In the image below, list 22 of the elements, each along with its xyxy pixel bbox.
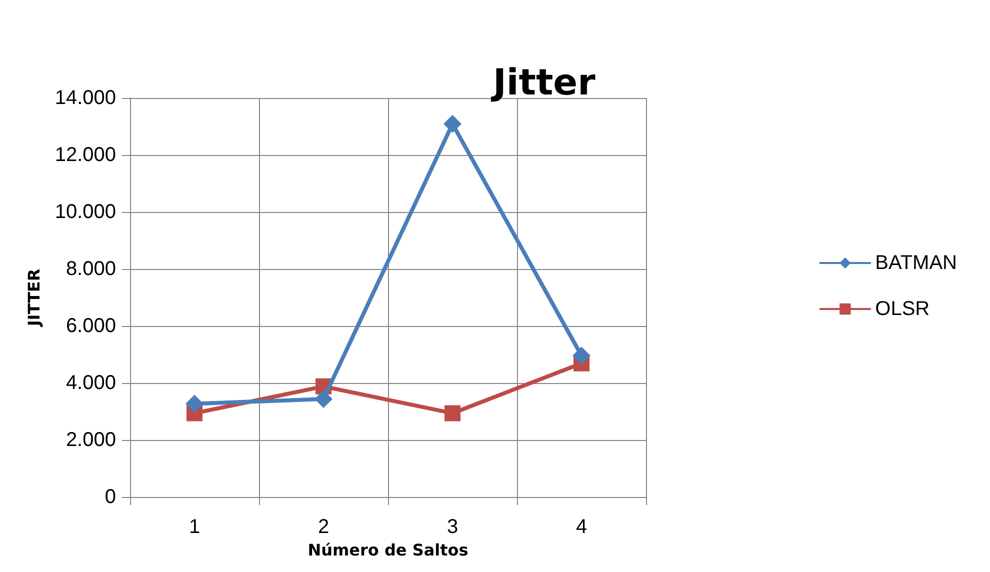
y-tick-label: 8.000 (66, 258, 116, 280)
legend-label: BATMAN (875, 252, 958, 274)
x-tick-label: 2 (318, 516, 330, 538)
y-tick-label: 12.000 (54, 144, 116, 166)
y-tick-label: 10.000 (54, 201, 116, 223)
y-tick-label: 6.000 (66, 315, 116, 337)
point (186, 394, 204, 413)
chart-title: Jitter (490, 62, 596, 104)
x-tick-label: 3 (446, 516, 458, 538)
y-tick-label: 4.000 (66, 372, 116, 394)
x-axis-title: Número de Saltos (308, 540, 468, 560)
y-tick-label: 2.000 (66, 429, 116, 451)
point (572, 346, 590, 365)
point (314, 390, 332, 408)
y-tick-label: 14.000 (54, 87, 116, 109)
point (444, 114, 462, 133)
x-tick-label: 4 (576, 516, 588, 538)
y-tick-label: 0 (104, 486, 116, 508)
y-axis-title: JITTER (24, 268, 44, 328)
legend-label: OLSR (875, 298, 930, 320)
point (444, 405, 460, 422)
x-tick-label: 1 (188, 516, 200, 538)
